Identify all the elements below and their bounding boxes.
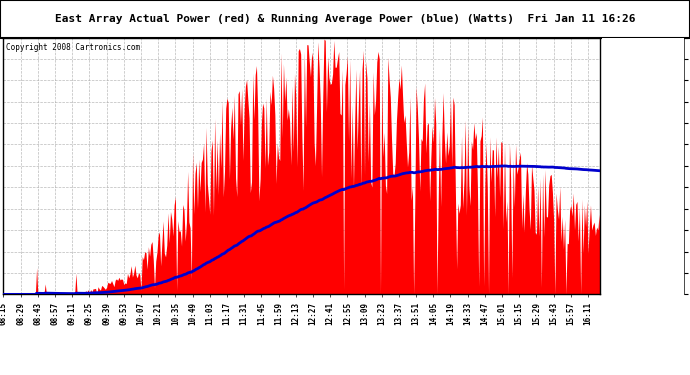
Text: East Array Actual Power (red) & Running Average Power (blue) (Watts)  Fri Jan 11: East Array Actual Power (red) & Running …	[55, 14, 635, 24]
Text: Copyright 2008 Cartronics.com: Copyright 2008 Cartronics.com	[6, 43, 141, 52]
